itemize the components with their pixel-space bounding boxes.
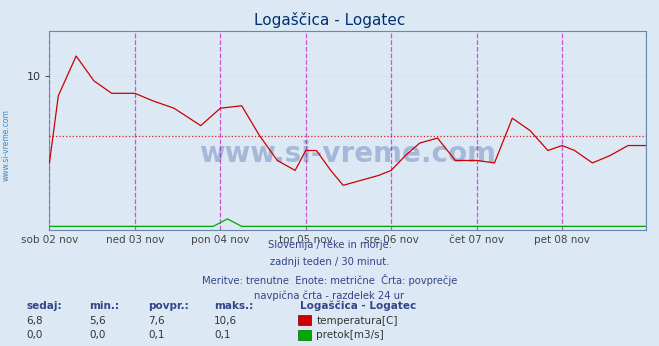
Text: pretok[m3/s]: pretok[m3/s] [316,330,384,340]
Text: Meritve: trenutne  Enote: metrične  Črta: povprečje: Meritve: trenutne Enote: metrične Črta: … [202,274,457,286]
Text: 0,1: 0,1 [148,330,165,340]
Text: temperatura[C]: temperatura[C] [316,316,398,326]
Text: maks.:: maks.: [214,301,254,311]
Text: Logaščica - Logatec: Logaščica - Logatec [300,300,416,311]
Text: zadnji teden / 30 minut.: zadnji teden / 30 minut. [270,257,389,267]
Text: 6,8: 6,8 [26,316,43,326]
Text: navpična črta - razdelek 24 ur: navpična črta - razdelek 24 ur [254,290,405,301]
Text: 10,6: 10,6 [214,316,237,326]
Text: Slovenija / reke in morje.: Slovenija / reke in morje. [268,240,391,251]
Text: www.si-vreme.com: www.si-vreme.com [199,140,496,169]
Text: 0,0: 0,0 [89,330,105,340]
Text: 5,6: 5,6 [89,316,105,326]
Text: sedaj:: sedaj: [26,301,62,311]
Text: 0,0: 0,0 [26,330,43,340]
Text: min.:: min.: [89,301,119,311]
Text: 0,1: 0,1 [214,330,231,340]
Text: Logaščica - Logatec: Logaščica - Logatec [254,12,405,28]
Text: povpr.:: povpr.: [148,301,189,311]
Text: www.si-vreme.com: www.si-vreme.com [2,109,11,181]
Text: 7,6: 7,6 [148,316,165,326]
